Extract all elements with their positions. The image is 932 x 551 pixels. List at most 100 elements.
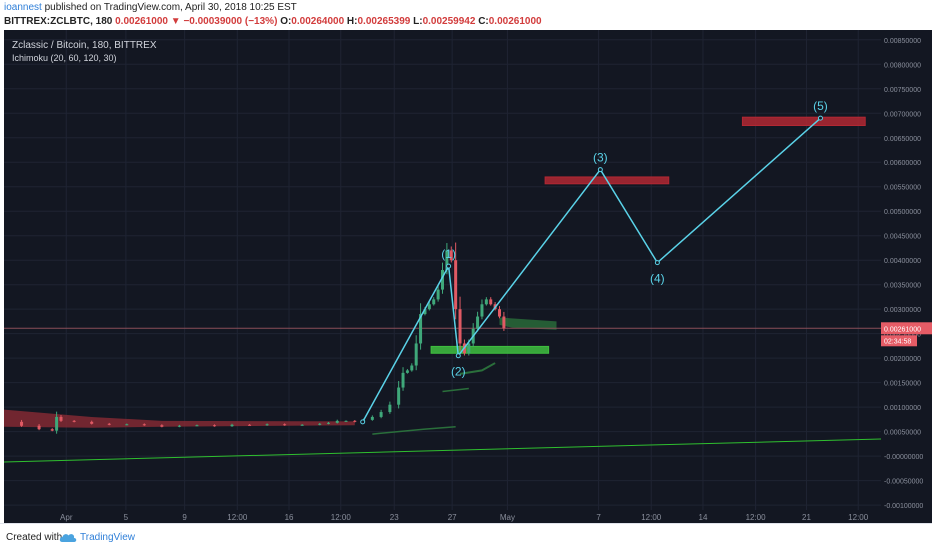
time-tick-label: 12:00 [746,513,767,522]
tradingview-brand-link[interactable]: TradingView [80,532,136,543]
time-tick-label: 12:00 [227,513,248,522]
time-tick-label: 9 [182,513,187,522]
candle [335,420,339,423]
price-tick-label: 0.00500000 [884,209,921,216]
candle [401,372,405,388]
wave-label: (1) [441,247,456,261]
wave-point [446,263,452,269]
candle [480,304,484,317]
ichimoku-cloud-green [499,317,557,330]
wave-point [455,353,461,359]
candle [370,416,374,420]
candle [498,309,502,317]
candle [326,422,330,424]
time-tick-label: 12:00 [331,513,352,522]
time-tick-label: 23 [390,513,399,522]
candle [230,424,234,427]
price-tick-label: 0.00750000 [884,87,921,94]
candle [397,387,401,405]
ichimoku-span-green [459,362,496,375]
time-tick-label: 5 [124,513,129,522]
price-tick-label: 0.00800000 [884,62,921,69]
candle [405,370,409,373]
target-zone [741,116,866,127]
created-with-label: Created with [6,532,63,543]
price-tick-label: -0.00100000 [884,503,923,510]
candle [476,316,480,329]
time-axis-svg: Apr 5 9 12:00 16 12:00 23 27 May 7 12:00 14 12:00 21 1… [60,513,869,522]
wave-point [654,260,660,266]
ohlc-line: BITTREX:ZCLBTC, 180 0.00261000 ▼ −0.0003… [4,16,542,27]
time-tick-label: 12:00 [848,513,869,522]
candle [20,421,24,426]
candle [379,412,383,417]
high-label: H: [346,16,358,27]
price-tick-label: 0.00150000 [884,381,921,388]
wave-label: (4) [650,272,665,286]
candle [414,343,418,366]
price-tick-label: 0.00050000 [884,430,921,437]
candle [55,416,59,431]
elliott-wave-line [362,117,821,423]
time-axis[interactable]: Apr 5 9 12:00 16 12:00 23 27 May 7 12:00 14 12:00 21 1… [4,510,881,523]
candle [419,314,423,344]
price-axis[interactable]: 0.00850000 0.00800000 0.00750000 0.00700000… [881,30,932,523]
open-label: O: [280,16,292,27]
open-value: 0.00264000 [291,16,345,27]
candle [283,424,287,426]
candle [353,420,357,422]
wave-point [597,167,603,173]
wave-point [817,115,823,121]
countdown-badge [881,335,917,347]
target-zone [430,345,550,354]
time-tick-label: May [500,513,515,522]
current-price-label: 0.00261000 [884,326,921,333]
green-trend-line [4,438,881,463]
ichimoku-span-short [442,387,469,393]
candle [454,260,458,310]
candle [72,420,76,422]
candle [458,309,462,344]
price-tick-label: 0.00400000 [884,258,921,265]
candle [142,424,146,426]
time-tick-label: Apr [60,513,73,522]
candle [445,250,449,270]
candle [489,299,493,305]
chart-area[interactable]: (1) (2) (3) (4) (5) Zclassic / Bitcoin, 180,… [4,30,881,523]
candle [427,304,431,310]
wave-label: (3) [593,151,608,165]
price-tick-label: 0.00550000 [884,185,921,192]
last-price: 0.00261000 [115,16,168,27]
candle [59,416,63,421]
candle [436,289,440,300]
price-tick-label: 0.00600000 [884,160,921,167]
price-tick-label: 0.00250000 [884,332,921,339]
time-tick-label: 21 [802,513,811,522]
price-tick-label: 0.00100000 [884,405,921,412]
close-label: C: [478,16,489,27]
published-text: published on TradingView.com, April 30, … [41,2,297,13]
candle [212,425,216,427]
candle [467,343,471,354]
price-tick-label: 0.00450000 [884,234,921,241]
price-tick-label: 0.00700000 [884,111,921,118]
candle [300,424,304,426]
price-tick-label: 0.00650000 [884,136,921,143]
indicator-label[interactable]: Ichimoku (20, 60, 120, 30) [12,53,117,63]
tradingview-cloud-icon [59,534,77,542]
ticker: BITTREX:ZCLBTC, 180 [4,16,113,27]
price-tick-label: 0.00300000 [884,307,921,314]
footer: Created with TradingView [0,523,932,551]
author-link[interactable]: ioannest [4,2,42,13]
axis-corner [881,510,932,523]
low-label: L: [413,16,423,27]
candle [177,425,181,427]
candle [344,420,348,422]
publication-header: ioannest published on TradingView.com, A… [0,0,932,30]
candle [410,365,414,371]
current-price-badge [881,322,932,335]
wave-point [360,419,366,425]
wave-label: (5) [813,99,828,113]
chart-svg[interactable]: (1) (2) (3) (4) (5) [4,30,881,510]
candle [318,423,322,425]
